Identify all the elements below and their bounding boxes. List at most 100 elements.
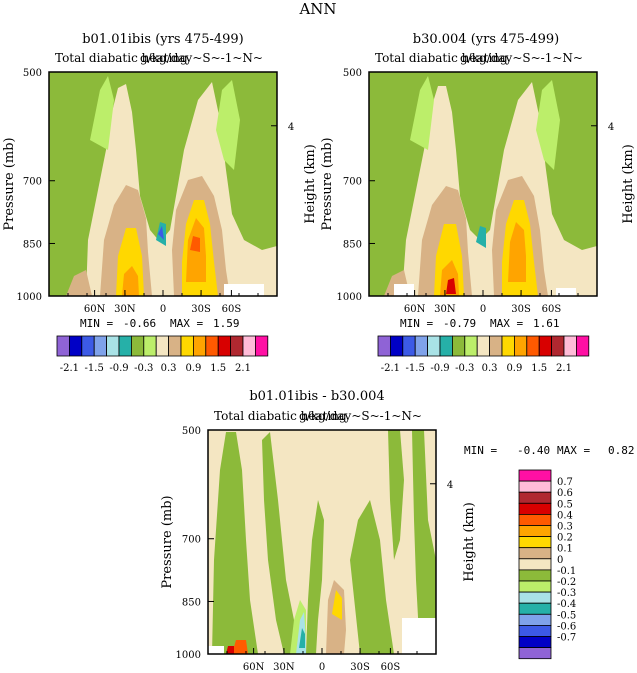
colorbar-box (526, 335, 540, 357)
colorbar-label: 0.9 (185, 363, 201, 374)
y-tick-label: 1000 (176, 650, 201, 661)
panel-1: b01.01ibis (yrs 475-499) Total diabatic … (2, 32, 318, 374)
colorbar-label: 0.3 (557, 522, 573, 533)
x-tick-label: 30N (273, 662, 295, 673)
colorbar-label: 0.3 (161, 363, 177, 374)
panel-1-subtitle-left: Total diabatic heating (55, 51, 188, 65)
panel-3-subtitle-left: Total diabatic heating (214, 409, 347, 423)
panel-2-right-axis: 4 (591, 122, 614, 133)
panel-2-right-ylabel: Height (km) (621, 144, 636, 224)
panel-1-max-value: 1.59 (213, 317, 240, 330)
x-tick-label: 30S (350, 662, 370, 673)
colorbar-label: 0.2 (557, 533, 573, 544)
y-tick-label: 500 (343, 68, 362, 79)
panel-2-min-value: -0.79 (443, 317, 476, 330)
panel-1-fill-missing (224, 284, 264, 296)
colorbar-box (130, 335, 145, 357)
x-tick-label: 30S (191, 304, 211, 315)
panel-2: b30.004 (yrs 475-499) Total diabatic hea… (320, 32, 636, 374)
y-tick-label: 850 (343, 239, 362, 250)
y-tick-label: 850 (23, 239, 42, 250)
colorbar-label: -0.9 (109, 363, 128, 374)
colorbar-box (414, 335, 429, 357)
colorbar-box (56, 335, 70, 357)
colorbar-box (518, 647, 552, 660)
figure-title: ANN (298, 0, 336, 18)
colorbar-label: 2.1 (235, 363, 251, 374)
panel-1-title: b01.01ibis (yrs 475-499) (82, 32, 244, 47)
panel-1-right-ylabel: Height (km) (303, 144, 318, 224)
panel-3-max-label: MAX = (557, 444, 590, 457)
panel-1-y-axis: 500 700 850 1000 (17, 68, 55, 303)
colorbar-label: 0.6 (557, 488, 573, 499)
colorbar-box (489, 335, 503, 357)
colorbar-label: -0.9 (430, 363, 449, 374)
panel-2-title: b30.004 (yrs 475-499) (413, 32, 559, 47)
colorbar-box (518, 558, 552, 571)
colorbar-box (518, 536, 552, 549)
panel-2-max-label: MAX = (490, 317, 523, 330)
colorbar-box (518, 547, 552, 560)
panel-3-right-ylabel: Height (km) (462, 502, 477, 582)
colorbar-box (242, 335, 256, 357)
y-tick-label: 700 (343, 177, 362, 188)
panel-3-fill-pos-west-core (226, 646, 234, 654)
panel-3-fill-neg-30n (262, 432, 300, 654)
panel-3-fill-neg-30s (350, 500, 394, 654)
panel-3-x-axis: 60N 30N 0 30S 60S (226, 648, 418, 673)
colorbar-box (518, 491, 552, 504)
x-tick-label: 60S (381, 662, 401, 673)
colorbar-label: 0.4 (557, 510, 573, 521)
y-tick-label: 1000 (337, 292, 362, 303)
colorbar-label: 0.3 (482, 363, 498, 374)
x-tick-label: 60S (542, 304, 562, 315)
colorbar-label: -0.7 (557, 633, 576, 644)
colorbar-box (106, 335, 120, 357)
panel-3-colorbar: 0.70.60.50.40.30.20.10-0.1-0.2-0.3-0.4-0… (518, 469, 576, 660)
panel-3-y-axis: 500 700 850 1000 (176, 426, 214, 661)
colorbar-box (81, 335, 95, 357)
x-tick-label: 60S (222, 304, 242, 315)
colorbar-box (155, 335, 169, 357)
colorbar-box (518, 591, 552, 604)
y-tick-label: 700 (182, 535, 201, 546)
panel-3-fill-neg-west (212, 432, 258, 654)
panel-3-fill-pos-core (332, 590, 342, 620)
panel-1-colorbar: -2.1 -1.5 -0.9 -0.3 0.3 0.9 1.5 2.1 (56, 335, 269, 374)
x-tick-label: 0 (480, 304, 486, 315)
panel-2-subtitle-right: g/kg/day~S~-1~N~ (460, 51, 583, 65)
colorbar-label: -0.4 (557, 599, 576, 610)
colorbar-box (514, 335, 528, 357)
colorbar-label: -0.2 (557, 577, 576, 588)
y-tick-label: 850 (182, 597, 201, 608)
panel-2-min-label: MIN = (400, 317, 433, 330)
colorbar-box (69, 335, 83, 357)
colorbar-box (518, 569, 552, 582)
colorbar-label: 0 (557, 555, 563, 566)
right-tick-label: 4 (447, 480, 453, 491)
panel-3-fill-neg-equator (306, 500, 324, 654)
panel-3-subtitle-right: g/kg/day~S~-1~N~ (299, 409, 422, 423)
colorbar-box (168, 335, 182, 357)
colorbar-label: -2.1 (60, 363, 79, 374)
panel-3-contour-field (208, 430, 436, 654)
y-tick-label: 1000 (17, 292, 42, 303)
panel-1-ylabel: Pressure (mb) (2, 137, 17, 230)
panel-3-fill-missing-west (208, 646, 224, 654)
panel-1-min-value: -0.66 (123, 317, 156, 330)
colorbar-box (217, 335, 231, 357)
colorbar-label: -0.3 (455, 363, 474, 374)
colorbar-label: -1.5 (406, 363, 425, 374)
panel-3-min-value: -0.40 (517, 444, 550, 457)
panel-1-fill-peak-30n-orange (122, 266, 139, 296)
x-tick-label: 30N (114, 304, 136, 315)
colorbar-label: -0.5 (557, 610, 576, 621)
colorbar-box (501, 335, 515, 357)
right-tick-label: 4 (288, 122, 294, 133)
colorbar-box (518, 525, 552, 538)
panel-1-fill-negative-core (158, 226, 164, 240)
panel-2-y-axis: 500 700 850 1000 (337, 68, 375, 303)
colorbar-box (427, 335, 441, 357)
colorbar-box (476, 335, 491, 357)
panel-3-fill-neg-teal (299, 628, 305, 648)
